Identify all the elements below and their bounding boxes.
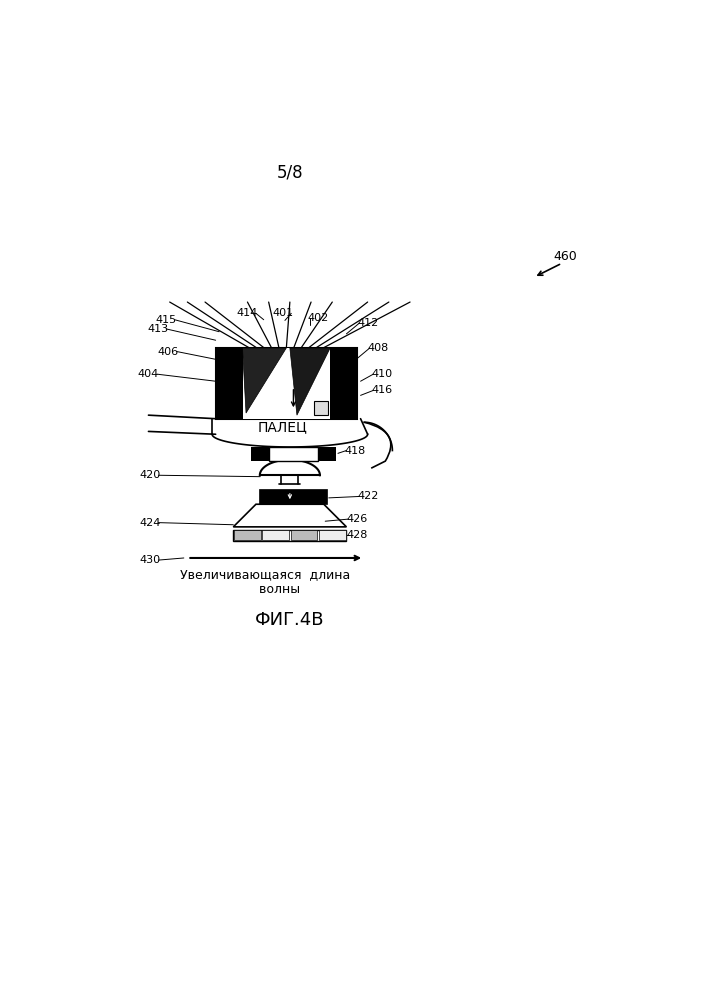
Bar bbox=[234, 530, 261, 540]
Bar bbox=[251, 447, 269, 461]
Text: 402: 402 bbox=[308, 313, 329, 323]
Polygon shape bbox=[290, 348, 330, 415]
Bar bbox=[291, 530, 317, 540]
Bar bbox=[243, 348, 330, 419]
Text: 460: 460 bbox=[554, 250, 578, 263]
Bar bbox=[259, 489, 327, 504]
Text: 5/8: 5/8 bbox=[276, 164, 303, 182]
Text: 401: 401 bbox=[272, 308, 293, 318]
Bar bbox=[216, 348, 243, 419]
Text: 420: 420 bbox=[139, 470, 160, 480]
Bar bbox=[216, 348, 357, 419]
Bar bbox=[314, 401, 328, 415]
Text: 424: 424 bbox=[139, 518, 160, 528]
Polygon shape bbox=[243, 348, 286, 413]
Bar bbox=[233, 530, 346, 541]
Bar bbox=[330, 348, 357, 419]
Text: 404: 404 bbox=[138, 369, 159, 379]
Bar bbox=[319, 530, 346, 540]
Text: ПАЛЕЦ: ПАЛЕЦ bbox=[258, 420, 308, 434]
Bar bbox=[262, 530, 289, 540]
Text: 416: 416 bbox=[371, 385, 392, 395]
Text: 408: 408 bbox=[368, 343, 389, 353]
Text: 428: 428 bbox=[346, 530, 368, 540]
Bar bbox=[269, 447, 318, 461]
Text: 410: 410 bbox=[371, 369, 392, 379]
Bar bbox=[318, 447, 336, 461]
Text: 422: 422 bbox=[357, 491, 378, 501]
Text: 413: 413 bbox=[147, 324, 168, 334]
Text: 426: 426 bbox=[346, 514, 368, 524]
Text: 406: 406 bbox=[158, 347, 179, 357]
Text: ФИГ.4В: ФИГ.4В bbox=[255, 611, 325, 629]
Text: Увеличивающаяся  длина
       волны: Увеличивающаяся длина волны bbox=[180, 568, 350, 596]
Text: 418: 418 bbox=[344, 446, 366, 456]
Text: 415: 415 bbox=[156, 315, 177, 325]
Text: 414: 414 bbox=[237, 308, 258, 318]
Text: 412: 412 bbox=[357, 318, 378, 328]
Text: 430: 430 bbox=[139, 555, 160, 565]
